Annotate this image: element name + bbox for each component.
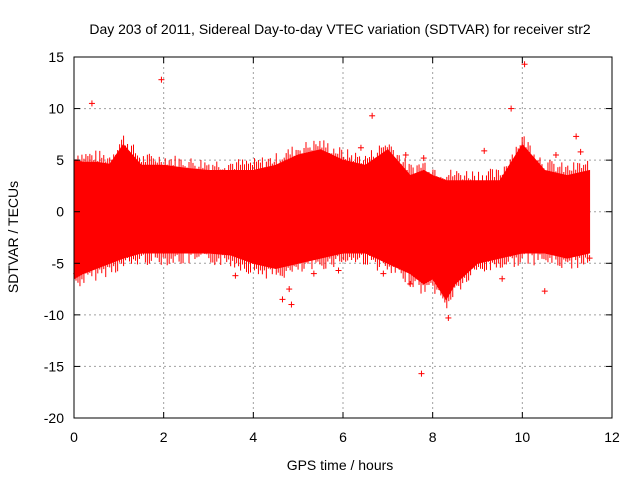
sdtvar-point [577,148,584,155]
sdtvar-point [310,270,317,277]
axis-ticks [73,56,613,419]
sdtvar-point [573,133,580,140]
y-axis-title: SDTVAR / TECUs [5,181,21,293]
x-tick-label: 2 [160,429,168,445]
sdtvar-point [499,275,506,282]
y-tick-label: -5 [52,255,65,271]
x-tick-label: 6 [339,429,347,445]
y-tick-label: 15 [48,49,64,65]
sdtvar-point [420,155,427,162]
sdtvar-point [445,314,452,321]
sdtvar-point [552,151,559,158]
sdtvar-point [521,61,528,68]
y-tick-label: 0 [56,204,64,220]
y-tick-label: 5 [56,152,64,168]
sdtvar-point [402,151,409,158]
sdtvar-point [541,288,548,295]
x-axis-title: GPS time / hours [287,457,394,473]
sdtvar-point [232,272,239,279]
sdtvar-point [335,267,342,274]
sdtvar-point [286,286,293,293]
x-tick-label: 8 [429,429,437,445]
data-points [73,61,593,377]
sdtvar-point [586,255,593,262]
x-tick-label: 10 [515,429,531,445]
sdtvar-point [369,112,376,119]
y-tick-label: 10 [48,101,64,117]
y-tick-label: -10 [44,307,64,323]
sdtvar-point [418,370,425,377]
sdtvar-point [357,144,364,151]
sdtvar-point [288,301,295,308]
sdtvar-point [407,280,414,287]
sdtvar-point [279,296,286,303]
chart-title: Day 203 of 2011, Sidereal Day-to-day VTE… [89,21,591,37]
x-tick-label: 4 [249,429,257,445]
x-tick-label: 0 [70,429,78,445]
sdtvar-point [508,105,515,112]
sdtvar-point [380,270,387,277]
x-tick-label: 12 [604,429,620,445]
y-tick-label: -15 [44,358,64,374]
axis-tick-labels: 0 2 4 6 8 10 12 -20 -15 -10 -5 0 5 10 15 [44,49,620,445]
sdtvar-point [481,147,488,154]
y-tick-label: -20 [44,410,64,426]
sdtvar-point [88,100,95,107]
sdtvar-point [158,76,165,83]
